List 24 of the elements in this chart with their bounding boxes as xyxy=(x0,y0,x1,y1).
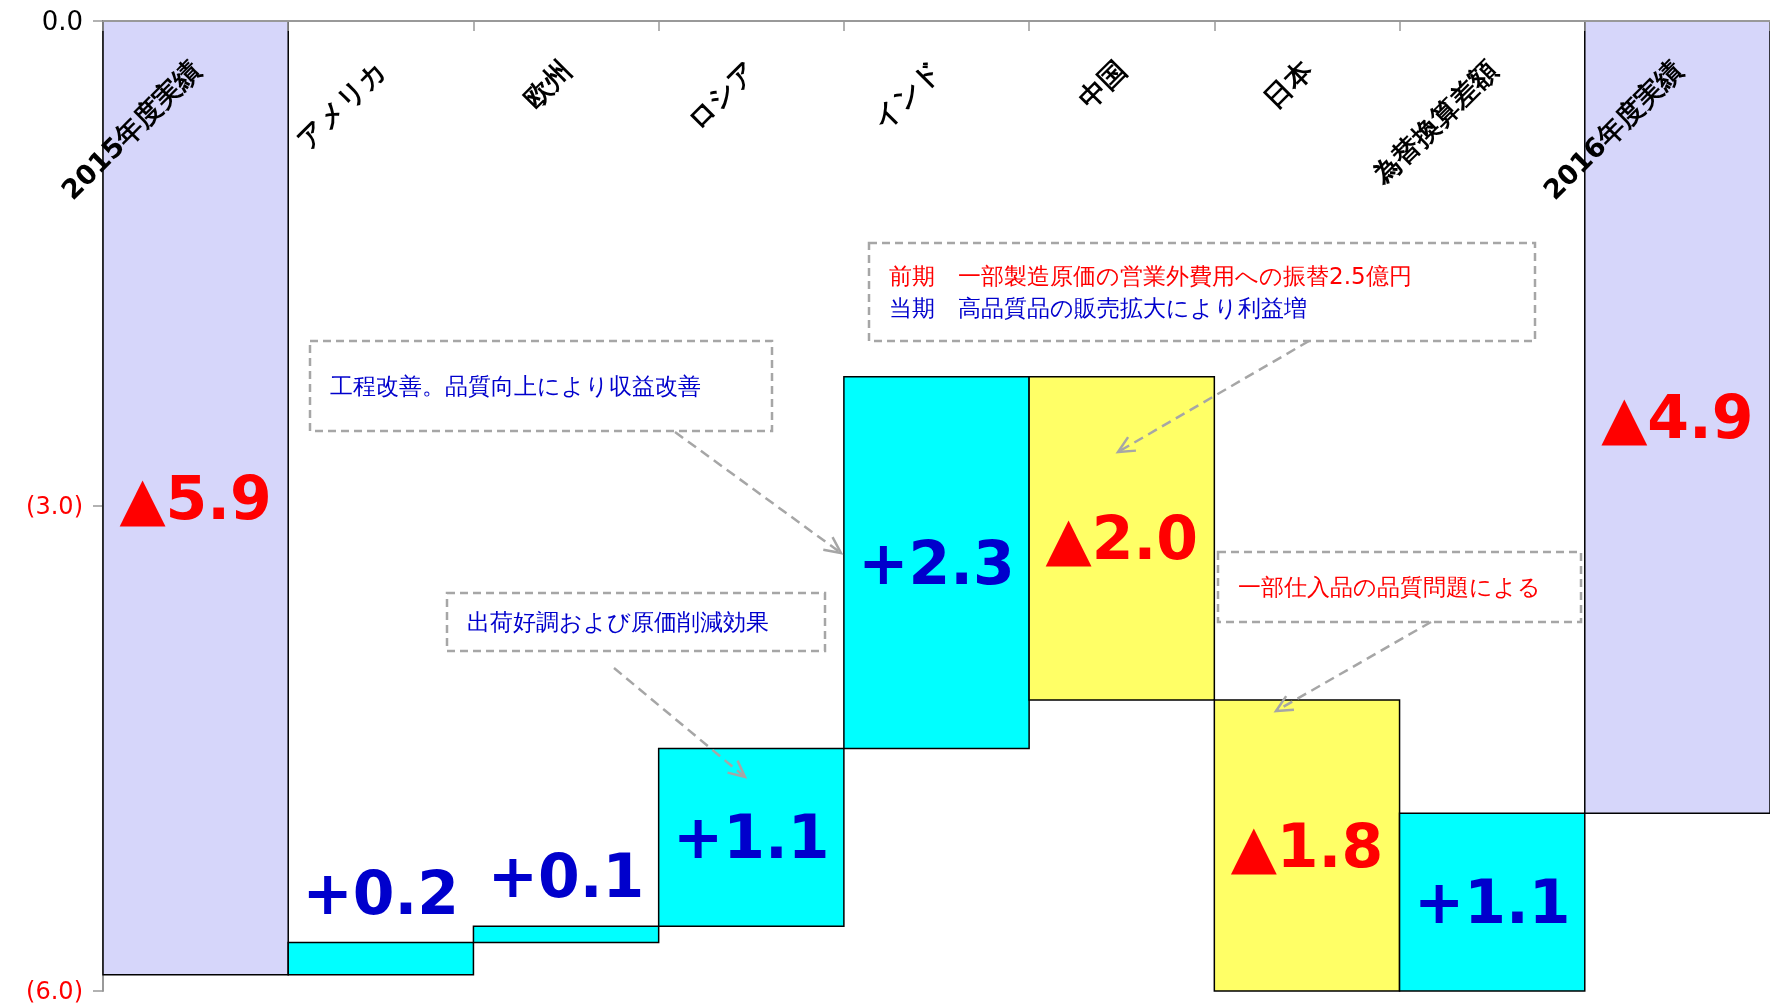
x-tick-label: 中国 xyxy=(1072,54,1133,115)
data-label: ▲5.9 xyxy=(119,462,272,533)
data-label: +1.1 xyxy=(1413,867,1571,938)
x-tick-label: 為替換算差額 xyxy=(1365,54,1504,192)
y-tick-label: (6.0) xyxy=(26,977,83,1005)
annotation: 工程改善。品質向上により収益改善 xyxy=(330,373,701,399)
y-tick-label: 0.0 xyxy=(41,6,83,36)
x-tick-label: ロシア xyxy=(680,54,763,136)
data-label: ▲1.8 xyxy=(1230,810,1384,881)
data-label: ▲4.9 xyxy=(1601,382,1754,453)
annotation: 一部仕入品の品質問題による xyxy=(1238,574,1541,600)
y-tick-label: (3.0) xyxy=(26,492,83,520)
data-label: +0.1 xyxy=(487,841,645,912)
x-tick-label: インド xyxy=(866,54,948,136)
data-label: +0.2 xyxy=(302,857,460,928)
data-label: +2.3 xyxy=(858,527,1015,598)
x-tick-label: 日本 xyxy=(1257,53,1319,115)
annotation: 前期 一部製造原価の営業外費用への振替2.5億円 xyxy=(889,263,1412,289)
data-label: ▲2.0 xyxy=(1045,503,1198,574)
annotation: 出荷好調および原価削減効果 xyxy=(467,609,769,635)
x-tick-label: 欧州 xyxy=(516,54,578,115)
data-label: +1.1 xyxy=(673,802,830,873)
x-tick-label: アメリカ xyxy=(290,54,392,156)
annotation: 当期 高品質品の販売拡大により利益増 xyxy=(889,295,1307,321)
